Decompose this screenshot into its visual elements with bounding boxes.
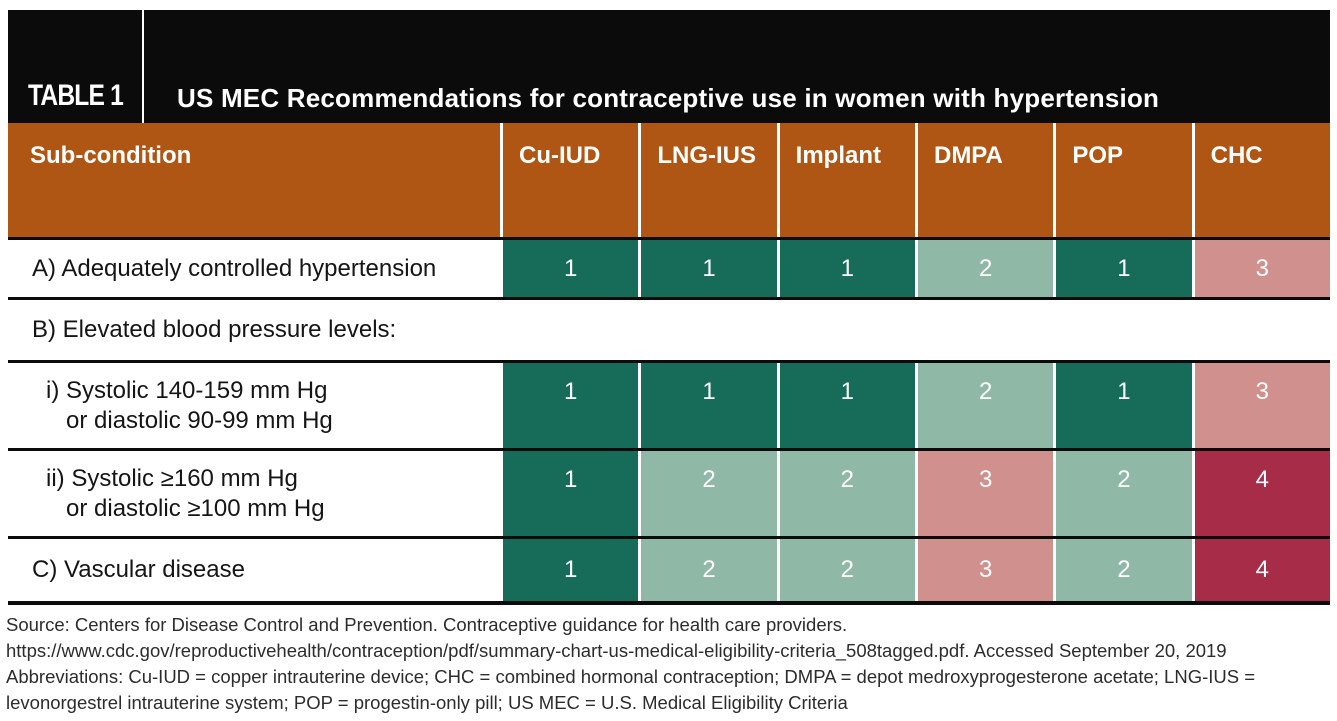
mec-score-cell: 3 <box>917 451 1057 536</box>
table-row-b-ii: ii) Systolic ≥160 mm Hg or diastolic ≥10… <box>8 451 1330 536</box>
row-separator <box>8 448 1330 451</box>
row-separator <box>8 237 1330 240</box>
table-row-c: C) Vascular disease 1 2 2 3 2 4 <box>8 539 1330 601</box>
column-header-row: Sub-condition Cu-IUD LNG-IUS Implant DMP… <box>8 123 1330 237</box>
row-separator <box>8 297 1330 300</box>
row-separator <box>8 536 1330 539</box>
row-cells: 1 1 1 2 1 3 <box>503 240 1330 297</box>
column-header-implant: Implant <box>780 123 918 237</box>
table-row-b: B) Elevated blood pressure levels: <box>8 300 1330 360</box>
mec-score-cell: 2 <box>1056 451 1195 536</box>
mec-score-cell: 1 <box>503 240 642 297</box>
column-header-sub-condition: Sub-condition <box>8 123 503 237</box>
mec-score-cell: 1 <box>641 363 780 448</box>
row-label-line-1: i) Systolic 140-159 mm Hg <box>46 376 328 404</box>
row-cells: 1 1 1 2 1 3 <box>503 363 1330 448</box>
title-band: TABLE 1 US MEC Recommendations for contr… <box>8 10 1330 123</box>
mec-score-cell: 2 <box>779 539 918 601</box>
mec-score-cell: 1 <box>503 451 642 536</box>
column-header-pop: POP <box>1056 123 1195 237</box>
mec-score-cell: 1 <box>503 363 642 448</box>
table-figure-page: TABLE 1 US MEC Recommendations for contr… <box>0 10 1337 721</box>
row-separator <box>8 360 1330 363</box>
column-header-chc: CHC <box>1210 142 1263 169</box>
row-label: i) Systolic 140-159 mm Hg or diastolic 9… <box>8 363 503 448</box>
mec-score-cell: 2 <box>779 451 918 536</box>
row-cells: 1 2 2 3 2 4 <box>503 451 1330 536</box>
row-label-line-1: ii) Systolic ≥160 mm Hg <box>46 464 298 492</box>
mec-score-cell: 1 <box>641 240 780 297</box>
mec-score-cell: 2 <box>641 539 780 601</box>
mec-score-cell: 2 <box>917 240 1057 297</box>
row-label-line-2: or diastolic 90-99 mm Hg <box>66 406 333 434</box>
row-label: B) Elevated blood pressure levels: <box>32 316 397 343</box>
column-header-lng-ius: LNG-IUS <box>641 123 780 237</box>
table-number-label: TABLE 1 <box>28 79 124 112</box>
row-label: C) Vascular disease <box>32 556 245 583</box>
row-label: ii) Systolic ≥160 mm Hg or diastolic ≥10… <box>8 451 503 536</box>
column-header-dmpa: DMPA <box>918 123 1057 237</box>
mec-score-cell: 1 <box>503 539 642 601</box>
row-cells: 1 2 2 3 2 4 <box>503 539 1330 601</box>
mec-score-cell: 1 <box>1056 240 1195 297</box>
row-label: A) Adequately controlled hypertension <box>32 254 437 282</box>
table-row-b-i: i) Systolic 140-159 mm Hg or diastolic 9… <box>8 363 1330 448</box>
mec-score-cell: 3 <box>917 539 1057 601</box>
source-url-line: https://www.cdc.gov/reproductivehealth/c… <box>6 640 1227 661</box>
abbreviations-line: Abbreviations: Cu-IUD = copper intrauter… <box>6 666 1256 687</box>
mec-score-cell: 2 <box>641 451 780 536</box>
abbreviations-line: levonorgestrel intrauterine system; POP … <box>6 692 848 713</box>
table-title: US MEC Recommendations for contraceptive… <box>177 83 1160 113</box>
table-footnotes: Source: Centers for Disease Control and … <box>6 612 1330 716</box>
mec-score-cell: 4 <box>1194 539 1330 601</box>
source-line: Source: Centers for Disease Control and … <box>6 614 848 635</box>
mec-score-cell: 2 <box>917 363 1057 448</box>
mec-score-cell: 3 <box>1194 240 1330 297</box>
mec-score-cell: 2 <box>1056 539 1195 601</box>
table-number-box: TABLE 1 <box>8 10 144 123</box>
mec-score-cell: 1 <box>1056 363 1195 448</box>
table-row-a: A) Adequately controlled hypertension 1 … <box>8 240 1330 297</box>
mec-table: TABLE 1 US MEC Recommendations for contr… <box>8 10 1330 605</box>
column-header-cu-iud: Cu-IUD <box>503 123 642 237</box>
mec-score-cell: 1 <box>779 363 918 448</box>
mec-score-cell: 4 <box>1194 451 1330 536</box>
table-bottom-rule <box>8 601 1330 605</box>
mec-score-cell: 3 <box>1194 363 1330 448</box>
row-label-line-2: or diastolic ≥100 mm Hg <box>66 494 325 522</box>
mec-score-cell: 1 <box>779 240 918 297</box>
